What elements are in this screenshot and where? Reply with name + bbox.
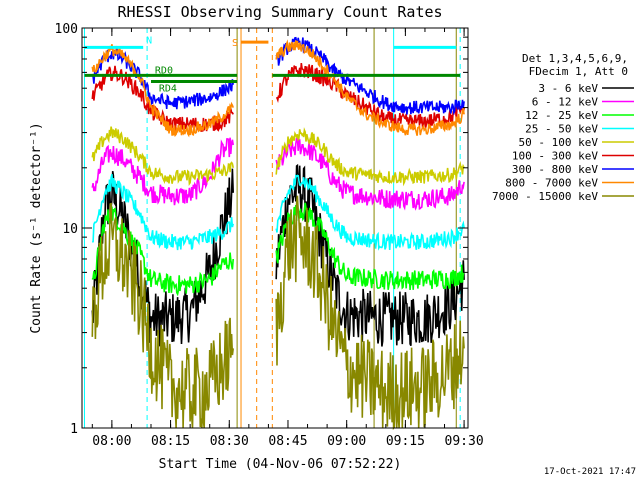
plot-area (83, 28, 461, 428)
series-layer (91, 36, 465, 431)
legend-label: 12 - 25 keV (525, 109, 598, 122)
y-tick-label: 10 (62, 222, 78, 237)
series-line (275, 62, 465, 130)
x-tick-label: 08:15 (151, 434, 190, 449)
series-line (91, 202, 234, 429)
annotation-label: S (232, 38, 238, 49)
annotation-label: N (146, 35, 152, 46)
series-line (275, 174, 465, 251)
series-line (275, 36, 465, 116)
x-tick-label: 08:00 (92, 434, 131, 449)
legend-label: 300 - 800 keV (512, 163, 598, 176)
legend-header: Det 1,3,4,5,6,9, (522, 52, 628, 65)
legend-label: 3 - 6 keV (538, 82, 598, 95)
y-axis-label: Count Rate (s⁻¹ detector⁻¹) (29, 122, 44, 333)
x-tick-label: 08:45 (268, 434, 307, 449)
annotation-label: RD4 (159, 84, 177, 95)
y-tick-label: 1 (70, 422, 78, 437)
y-tick-label: 100 (55, 22, 78, 37)
series-line (275, 136, 465, 211)
series-line (91, 44, 234, 138)
x-tick-label: 09:15 (386, 434, 425, 449)
x-tick-label: 08:30 (210, 434, 249, 449)
legend-label: 50 - 100 keV (519, 136, 599, 149)
annotation-label: RD0 (155, 65, 173, 76)
x-axis: 08:00 08:15 08:30 08:45 09:00 09:15 09:30 (91, 28, 484, 449)
series-line (91, 126, 234, 187)
series-line (91, 45, 234, 110)
x-tick-label: 09:30 (445, 434, 484, 449)
y-axis: 1 10 100 (55, 22, 468, 437)
series-line (275, 195, 465, 431)
legend-label: 25 - 50 keV (525, 123, 598, 136)
chart-title: RHESSI Observing Summary Count Rates (117, 3, 442, 21)
x-axis-label: Start Time (04-Nov-06 07:52:22) (159, 457, 402, 472)
legend-label: 7000 - 15000 keV (492, 190, 598, 203)
series-line (91, 206, 234, 297)
series-line (275, 127, 465, 187)
legend-header: FDecim 1, Att 0 (529, 65, 628, 78)
series-line (91, 137, 234, 206)
annotation-layer: N S RD0 RD4 (84, 35, 461, 95)
x-tick-label: 09:00 (327, 434, 366, 449)
legend: Det 1,3,4,5,6,9,FDecim 1, Att 0 3 - 6 keV… (492, 52, 634, 203)
legend-label: 800 - 7000 keV (505, 177, 598, 190)
timestamp: 17-Oct-2021 17:47 (544, 467, 636, 477)
series-line (91, 174, 234, 251)
series-line (275, 39, 465, 136)
legend-label: 100 - 300 keV (512, 150, 598, 163)
legend-label: 6 - 12 keV (532, 96, 599, 109)
